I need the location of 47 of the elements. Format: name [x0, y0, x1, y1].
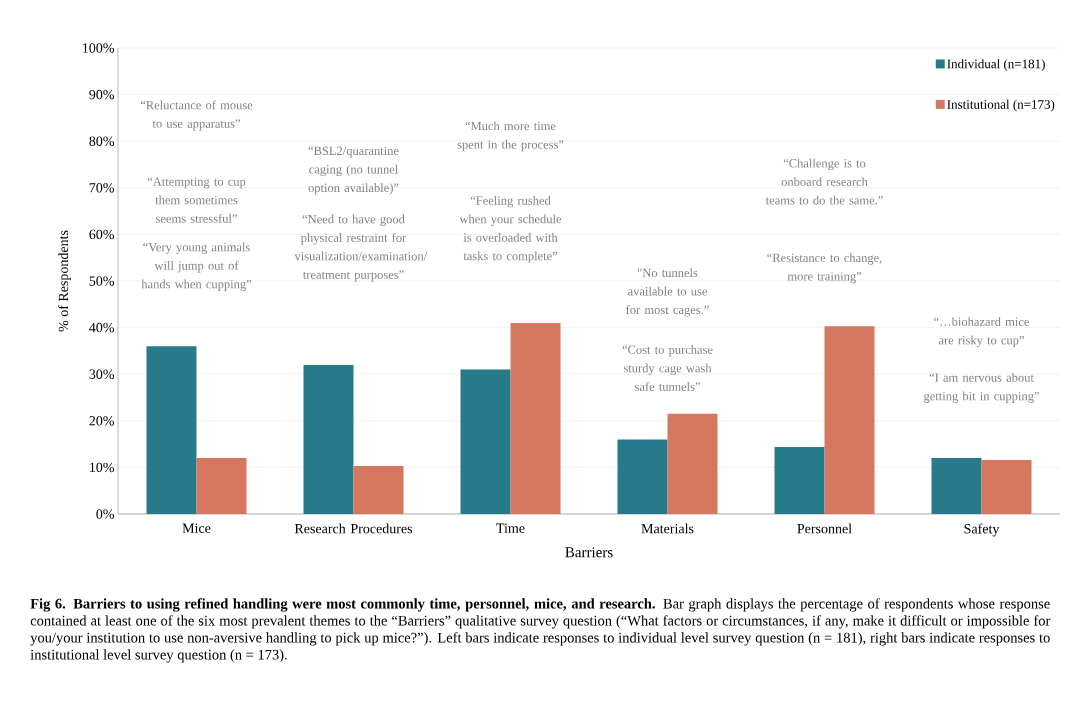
legend-label: Individual (n=181) [947, 59, 1045, 71]
annotation: “I am nervous about getting bit in cupping” [924, 373, 1039, 403]
y-tick-label: 90% [89, 89, 115, 100]
bar [617, 439, 668, 514]
bar [931, 458, 982, 514]
annotation: “Challenge is to onboard research teams to do the same.” [765, 158, 883, 205]
y-tick-label: 50% [89, 276, 115, 286]
annotation: “Feeling rushed when your schedule is overloaded with tasks to complete” [459, 195, 562, 263]
x-tick-label: Materials [641, 523, 694, 534]
bar [981, 459, 1032, 514]
x-axis-title: Barriers [565, 547, 613, 558]
annotation: “Need to have good physical restraint for visualization/examination/ treatment purposes” [294, 214, 428, 282]
y-tick-label: 10% [90, 462, 115, 473]
bar [460, 369, 511, 514]
bar [146, 346, 197, 514]
bar [667, 413, 718, 514]
y-tick-label: 60% [89, 229, 115, 240]
y-tick-label: 70% [89, 183, 115, 193]
annotation: “Reluctance of mouse to use apparatus” [140, 100, 253, 131]
annotation: “…biohazard mice are risky to cup” [934, 317, 1029, 348]
bar [824, 326, 875, 514]
y-tick-label: 80% [89, 136, 115, 146]
annotation: “Attempting to cup them sometimes seems stressful” [147, 177, 246, 223]
bar [353, 466, 404, 514]
legend-label: Institutional (n=173) [947, 99, 1055, 112]
y-axis-title: % of Respondents [58, 230, 71, 332]
annotation: “Very young animals will jump out of hands when cupping” [141, 242, 252, 291]
annotation: “Resistance to change, more training” [767, 253, 882, 284]
y-tick-label: 40% [89, 322, 115, 333]
x-tick-label: Mice [182, 523, 211, 533]
bar [774, 446, 825, 514]
text: Fig 6. Barriers to using refined handling were most commonly time, personnel, mice, and research. Bar graph displays the percentage of respondents whose response contained at least one of the six most prevalent themes to the “Barriers” qualitative survey question (“What factors or circumstances, if any, make it difficult or impossible for you/your institution to use non-aversive handling to pick up mice?”). Left bars indicate responses to individual level survey question (n = 181), right bars indicate responses to institutional level survey question (n = 173). [30, 598, 1051, 663]
annotation: “Much more time spent in the process” [457, 121, 564, 152]
x-tick-label: Time [496, 523, 525, 533]
x-tick-label: Safety [964, 523, 1000, 537]
bar [510, 322, 561, 514]
y-tick-label: 100% [83, 43, 115, 53]
annotation: “BSL2/quarantine caging (no tunnel option available)” [308, 146, 399, 195]
bar [196, 458, 247, 514]
y-tick-label: 20% [89, 416, 115, 426]
y-tick-label: 0% [96, 509, 115, 519]
x-tick-label: Research Procedures [294, 523, 413, 534]
annotation: “Cost to purchase sturdy cage wash safe tunnels” [622, 345, 713, 391]
bar [303, 364, 354, 514]
y-tick-label: 30% [89, 369, 115, 379]
x-tick-label: Personnel [797, 523, 852, 534]
annotation: "No tunnels available to use for most cages.” [626, 268, 709, 317]
